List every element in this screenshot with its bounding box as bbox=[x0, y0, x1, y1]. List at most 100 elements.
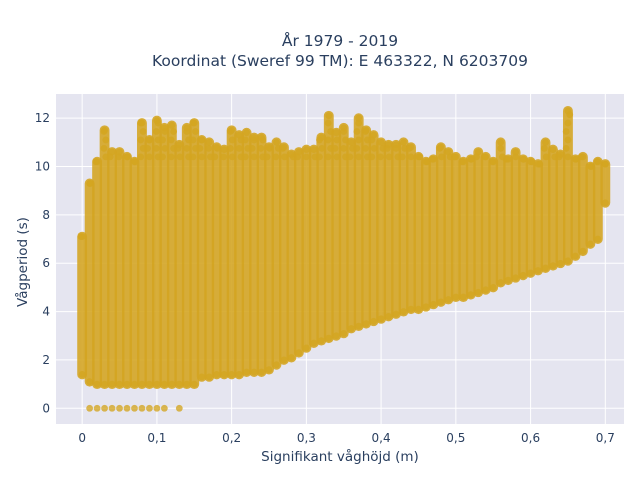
data-point bbox=[407, 143, 415, 151]
data-point bbox=[100, 144, 108, 152]
data-point bbox=[101, 380, 108, 388]
data-point bbox=[243, 129, 250, 137]
data-point bbox=[601, 199, 609, 207]
data-point bbox=[564, 107, 572, 115]
y-axis-title: Vågperiod (s) bbox=[14, 217, 31, 307]
data-point bbox=[228, 153, 236, 161]
data-point bbox=[437, 298, 445, 306]
data-point bbox=[86, 378, 94, 386]
data-point bbox=[302, 344, 310, 352]
y-tick-label: 0 bbox=[42, 401, 50, 415]
data-point bbox=[557, 151, 564, 158]
data-point bbox=[333, 153, 341, 161]
data-point bbox=[108, 380, 116, 388]
data-point bbox=[527, 158, 534, 166]
data-point bbox=[512, 153, 520, 161]
data-point bbox=[549, 146, 557, 154]
data-point bbox=[340, 124, 348, 132]
data-point bbox=[444, 296, 452, 303]
data-point bbox=[355, 136, 363, 144]
data-point bbox=[564, 119, 572, 127]
y-tick-label: 8 bbox=[42, 208, 50, 222]
data-point bbox=[392, 310, 400, 318]
data-point bbox=[248, 144, 256, 152]
data-point bbox=[332, 332, 340, 340]
data-point bbox=[370, 144, 378, 152]
y-tick-label: 6 bbox=[42, 256, 50, 270]
data-point bbox=[280, 143, 288, 151]
data-point bbox=[168, 122, 176, 129]
x-tick-label: 0,1 bbox=[147, 431, 166, 445]
x-tick-label: 0,5 bbox=[446, 431, 465, 445]
data-point bbox=[257, 144, 265, 152]
data-point bbox=[137, 153, 145, 161]
data-point bbox=[123, 153, 131, 161]
data-point bbox=[302, 153, 310, 161]
data-point bbox=[159, 136, 166, 144]
data-point bbox=[438, 153, 445, 161]
data-point bbox=[131, 404, 138, 412]
data-point bbox=[564, 136, 572, 144]
data-point bbox=[198, 136, 206, 144]
data-point bbox=[400, 308, 407, 315]
data-point bbox=[258, 368, 265, 376]
data-point bbox=[474, 288, 482, 296]
data-point bbox=[198, 153, 206, 161]
data-point bbox=[243, 368, 250, 376]
data-point bbox=[93, 380, 101, 388]
data-point bbox=[564, 153, 572, 161]
data-point bbox=[422, 158, 430, 166]
data-point bbox=[415, 305, 422, 313]
data-point bbox=[273, 138, 280, 146]
data-point bbox=[430, 300, 437, 308]
data-point bbox=[353, 144, 361, 152]
data-point bbox=[227, 144, 234, 152]
data-point bbox=[377, 153, 384, 161]
data-point bbox=[160, 404, 168, 412]
data-point bbox=[400, 138, 407, 146]
data-point bbox=[288, 151, 295, 158]
data-point bbox=[189, 136, 197, 144]
data-point bbox=[123, 380, 131, 388]
data-point bbox=[572, 252, 579, 260]
data-point bbox=[318, 144, 326, 152]
data-point bbox=[310, 339, 318, 347]
data-point bbox=[540, 144, 548, 152]
x-tick-label: 0 bbox=[78, 431, 86, 445]
data-point bbox=[213, 371, 221, 378]
data-point bbox=[175, 380, 183, 388]
data-point bbox=[324, 153, 332, 161]
data-point bbox=[263, 153, 271, 161]
y-tick-label: 4 bbox=[42, 305, 50, 319]
data-point bbox=[534, 267, 542, 274]
data-point bbox=[316, 153, 323, 161]
data-point bbox=[138, 380, 146, 388]
data-point bbox=[295, 148, 303, 156]
data-point bbox=[116, 148, 123, 156]
data-point bbox=[86, 180, 94, 187]
data-point bbox=[168, 380, 176, 388]
data-point bbox=[146, 153, 153, 161]
data-point bbox=[108, 404, 116, 412]
data-point bbox=[220, 146, 228, 154]
data-point bbox=[78, 233, 86, 241]
data-point bbox=[317, 134, 325, 141]
data-point bbox=[190, 380, 198, 388]
data-point bbox=[102, 136, 110, 144]
data-point bbox=[183, 124, 191, 132]
data-point bbox=[324, 136, 332, 144]
data-point bbox=[86, 404, 94, 412]
data-point bbox=[355, 114, 363, 122]
data-point bbox=[131, 158, 138, 166]
data-point bbox=[340, 144, 348, 152]
data-point bbox=[355, 119, 363, 127]
data-point bbox=[123, 404, 131, 412]
data-point bbox=[198, 373, 206, 381]
data-point bbox=[250, 134, 258, 141]
data-point bbox=[594, 158, 602, 166]
y-axis-ticks: 0 2 4 6 8 10 12 bbox=[35, 111, 50, 415]
data-point bbox=[407, 305, 415, 313]
y-tick-label: 10 bbox=[35, 160, 50, 174]
data-point bbox=[562, 128, 570, 135]
